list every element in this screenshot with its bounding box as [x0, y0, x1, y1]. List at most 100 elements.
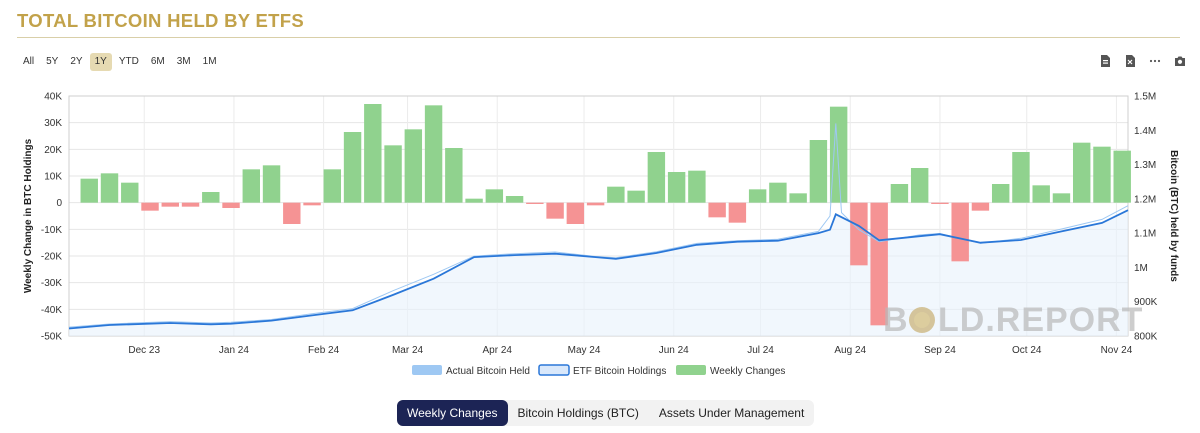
weekly-change-bar — [546, 202, 564, 219]
weekly-change-bar — [627, 190, 645, 203]
weekly-change-bar — [870, 202, 888, 326]
weekly-change-bar — [789, 193, 807, 203]
weekly-change-bar — [283, 202, 301, 224]
y-right-tick-label: 1.2M — [1134, 194, 1156, 205]
legend-label-weekly: Weekly Changes — [710, 366, 785, 377]
range-ytd-button[interactable]: YTD — [118, 56, 139, 67]
weekly-change-bar — [647, 152, 666, 203]
weekly-change-bar — [1093, 146, 1111, 203]
x-tick-label: Oct 24 — [1012, 345, 1042, 356]
camera-icon[interactable] — [1174, 55, 1186, 67]
title-divider — [17, 37, 1180, 38]
y-right-tick-label: 1.5M — [1134, 92, 1156, 103]
tab-bitcoin-holdings[interactable]: Bitcoin Holdings (BTC) — [517, 406, 639, 420]
weekly-change-bar — [667, 172, 686, 203]
watermark-logo: B LD.REPORT — [883, 301, 1143, 339]
svg-text:B: B — [883, 301, 909, 339]
y-right-tick-label: 1.3M — [1134, 160, 1156, 171]
y-left-tick-label: 20K — [44, 145, 62, 156]
x-tick-label: Nov 24 — [1101, 345, 1133, 356]
x-tick-label: Mar 24 — [392, 345, 424, 356]
xls-export-icon[interactable] — [1124, 55, 1136, 67]
weekly-change-bar — [769, 182, 787, 203]
y-left-tick-label: 40K — [44, 92, 62, 103]
weekly-change-bar — [809, 140, 828, 203]
page-title: TOTAL BITCOIN HELD BY ETFS — [17, 10, 305, 31]
y-left-tick-label: 0 — [56, 198, 62, 209]
y-left-tick-label: 10K — [44, 172, 62, 183]
x-tick-label: Dec 23 — [128, 345, 160, 356]
y-right-tick-label: 800K — [1134, 332, 1158, 343]
weekly-change-bar — [1052, 193, 1071, 203]
weekly-change-bar — [526, 202, 544, 204]
y-left-axis-title: Weekly Change in BTC Holdings — [23, 138, 34, 293]
y-left-tick-label: -20K — [41, 252, 62, 263]
weekly-change-bar — [1072, 142, 1091, 203]
x-tick-label: Apr 24 — [482, 345, 512, 356]
weekly-change-bar — [607, 186, 625, 203]
weekly-change-bar — [505, 196, 524, 203]
x-tick-label: Jul 24 — [747, 345, 774, 356]
y-right-tick-label: 1.4M — [1134, 126, 1156, 137]
y-left-tick-label: 30K — [44, 118, 62, 129]
x-tick-label: Sep 24 — [924, 345, 956, 356]
weekly-change-bar — [80, 178, 98, 203]
weekly-change-bar — [121, 182, 139, 203]
weekly-change-bar — [364, 104, 382, 203]
y-left-tick-label: -10K — [41, 225, 62, 236]
svg-text:LD.REPORT: LD.REPORT — [938, 301, 1143, 339]
weekly-change-bar — [910, 168, 929, 203]
range-all-button[interactable]: All — [23, 56, 35, 67]
weekly-change-bar — [222, 202, 240, 208]
weekly-change-bar — [161, 202, 179, 207]
weekly-change-bar — [404, 129, 423, 203]
weekly-change-bar — [202, 192, 220, 203]
weekly-change-bar — [748, 189, 767, 203]
view-tabs: Weekly Changes Bitcoin Holdings (BTC) As… — [397, 400, 815, 426]
weekly-change-bar — [850, 202, 868, 266]
weekly-change-bar — [242, 169, 260, 203]
chart-toolbar — [1099, 55, 1186, 67]
x-tick-label: May 24 — [568, 345, 601, 356]
range-6m-button[interactable]: 6M — [150, 56, 165, 67]
weekly-change-bar — [384, 145, 402, 203]
holdings-lines — [68, 123, 1129, 330]
range-2y-button[interactable]: 2Y — [70, 56, 83, 67]
legend-label-etf: ETF Bitcoin Holdings — [573, 366, 666, 377]
weekly-change-bar — [566, 202, 585, 224]
range-3m-button[interactable]: 3M — [176, 56, 191, 67]
weekly-change-bar — [1113, 150, 1131, 203]
range-1y-button[interactable]: 1Y — [89, 53, 112, 71]
x-tick-label: Jun 24 — [659, 345, 689, 356]
weekly-change-bar — [688, 170, 706, 203]
y-right-axis-title: Bitcoin (BTC) held by funds — [1168, 150, 1179, 282]
weekly-change-bar — [303, 202, 321, 206]
tab-assets-under-management[interactable]: Assets Under Management — [658, 406, 805, 420]
weekly-change-bar — [141, 202, 159, 211]
y-right-tick-label: 1M — [1134, 263, 1148, 274]
range-selector: All 5Y 2Y 1Y YTD 6M 3M 1M — [18, 53, 222, 71]
weekly-change-bar — [1012, 152, 1030, 203]
weekly-change-bar — [586, 202, 605, 206]
weekly-change-bar — [181, 202, 200, 207]
weekly-change-bar — [991, 184, 1010, 203]
weekly-change-bar — [445, 148, 463, 203]
chart-legend: Actual Bitcoin Held ETF Bitcoin Holdings W… — [412, 364, 785, 377]
weekly-change-bar — [971, 202, 990, 211]
weekly-change-bar — [890, 184, 909, 203]
etf-bitcoin-chart: B LD.REPORT 40K 30K 20K 10K 0 -10K -20K -30K -40… — [23, 92, 1179, 378]
range-1m-button[interactable]: 1M — [202, 56, 217, 67]
y-left-tick-label: -30K — [41, 278, 62, 289]
weekly-change-bar — [262, 165, 281, 203]
weekly-change-bar — [931, 202, 949, 204]
chart-axes: 40K 30K 20K 10K 0 -10K -20K -30K -40K -50K 1.5M 1.4… — [23, 92, 1179, 357]
more-options-icon[interactable] — [1149, 55, 1161, 67]
y-left-tick-label: -50K — [41, 332, 62, 343]
csv-export-icon[interactable] — [1099, 55, 1111, 67]
legend-swatch-etf — [538, 364, 570, 376]
weekly-change-bar — [951, 202, 969, 262]
range-5y-button[interactable]: 5Y — [46, 56, 59, 67]
x-tick-label: Jan 24 — [219, 345, 249, 356]
weekly-change-bar — [100, 173, 119, 203]
tab-weekly-changes[interactable]: Weekly Changes — [397, 400, 508, 426]
